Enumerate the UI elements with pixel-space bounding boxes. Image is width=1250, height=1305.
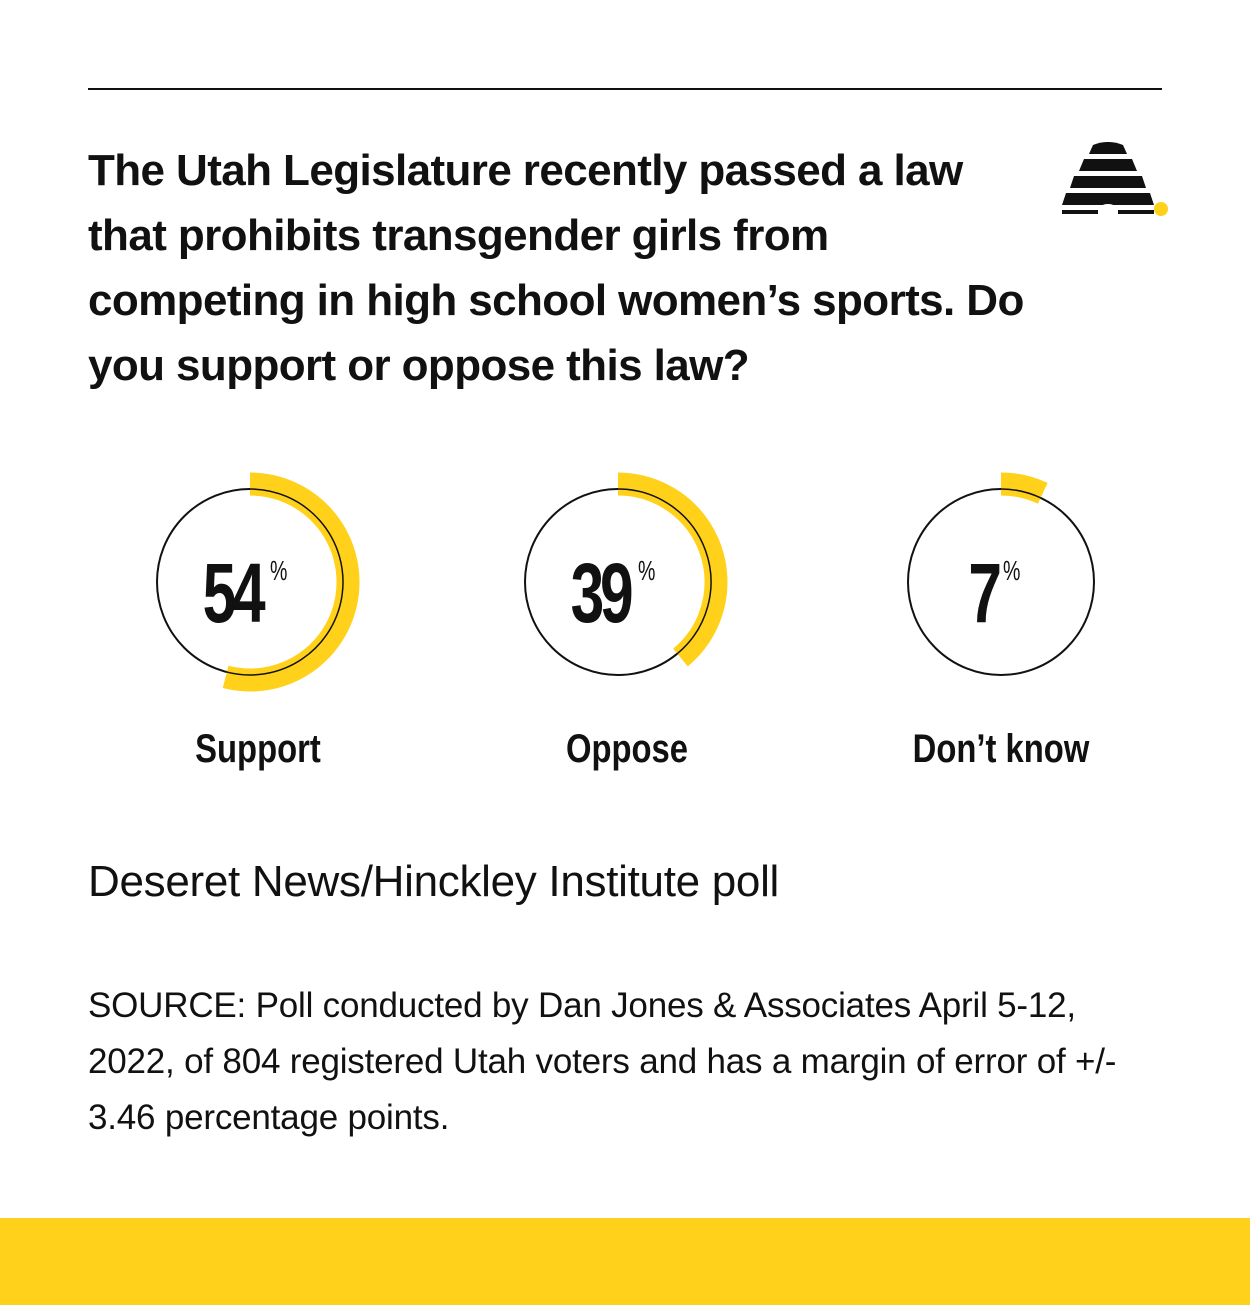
question-heading: The Utah Legislature recently passed a l… [88, 146, 1024, 390]
category-label-don-t-know: Don’t know [913, 726, 1090, 771]
donut-chart: 54 % Support 39 % Oppose 7 % Don’t know [156, 472, 1095, 771]
donut-arc-oppose [617, 472, 728, 667]
value-label-don-t-know: 7 [968, 546, 999, 640]
donut-arc-support [222, 472, 360, 692]
donut-arc-edge-don-t-know [1000, 488, 1041, 499]
percent-sign-oppose: % [638, 556, 655, 587]
donut-outline-don-t-know [907, 488, 1095, 676]
category-label-support: Support [195, 726, 321, 771]
bottom-accent-bar [0, 1218, 1250, 1305]
top-rule [88, 88, 1162, 90]
percent-sign-support: % [270, 556, 287, 587]
source-note: SOURCE: Poll conducted by Dan Jones & As… [88, 986, 1117, 1137]
value-label-oppose: 39 [571, 546, 632, 640]
donut-arc-edge-oppose [617, 488, 712, 655]
poll-name: Deseret News/Hinckley Institute poll [88, 857, 780, 906]
donut-arc-don-t-know [1000, 472, 1048, 504]
percent-sign-don-t-know: % [1003, 556, 1020, 587]
donut-arc-edge-support [226, 488, 344, 676]
value-label-support: 54 [203, 546, 266, 640]
beehive-icon [1062, 142, 1168, 216]
category-label-oppose: Oppose [566, 726, 688, 771]
